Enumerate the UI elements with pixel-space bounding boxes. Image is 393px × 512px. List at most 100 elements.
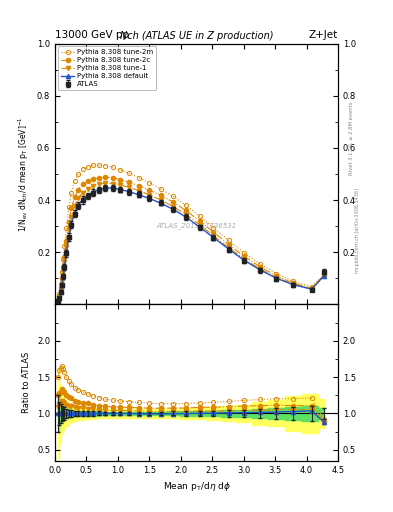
Pythia 8.308 tune-2c — [85, 178, 90, 184]
Pythia 8.308 tune-2m — [90, 162, 95, 168]
Pythia 8.308 tune-1 — [57, 294, 62, 300]
Pythia 8.308 tune-1 — [103, 180, 108, 186]
Text: ATLAS_2019_I1736531: ATLAS_2019_I1736531 — [156, 223, 237, 229]
Pythia 8.308 tune-2m — [309, 284, 314, 290]
Pythia 8.308 tune-1 — [241, 255, 246, 262]
Pythia 8.308 tune-1 — [258, 266, 263, 272]
Pythia 8.308 tune-1 — [56, 298, 61, 304]
Pythia 8.308 tune-2c — [66, 219, 71, 225]
Pythia 8.308 tune-2m — [62, 243, 67, 249]
Y-axis label: 1/N$_{\rm ev}$ dN$_{\rm ch}$/d mean p$_{\rm T}$ [GeV]$^{-1}$: 1/N$_{\rm ev}$ dN$_{\rm ch}$/d mean p$_{… — [17, 116, 31, 231]
Pythia 8.308 default — [58, 289, 63, 295]
Pythia 8.308 tune-2c — [60, 275, 64, 281]
Pythia 8.308 default — [309, 286, 314, 292]
Pythia 8.308 tune-1 — [64, 244, 69, 250]
Pythia 8.308 tune-2m — [80, 166, 85, 173]
Pythia 8.308 tune-1 — [147, 191, 152, 198]
Pythia 8.308 default — [56, 298, 61, 304]
Pythia 8.308 tune-1 — [184, 211, 188, 218]
Pythia 8.308 tune-2m — [76, 171, 81, 177]
Pythia 8.308 tune-1 — [61, 269, 66, 275]
Pythia 8.308 tune-1 — [110, 181, 115, 187]
Pythia 8.308 tune-2c — [184, 207, 188, 214]
Pythia 8.308 tune-2m — [110, 164, 115, 170]
Pythia 8.308 tune-1 — [211, 232, 216, 239]
Pythia 8.308 default — [118, 186, 123, 193]
Pythia 8.308 tune-1 — [69, 214, 74, 220]
Legend: Pythia 8.308 tune-2m, Pythia 8.308 tune-2c, Pythia 8.308 tune-1, Pythia 8.308 de: Pythia 8.308 tune-2m, Pythia 8.308 tune-… — [58, 46, 156, 90]
Pythia 8.308 tune-1 — [76, 195, 81, 201]
Pythia 8.308 tune-1 — [85, 186, 90, 192]
Pythia 8.308 default — [85, 192, 90, 198]
Pythia 8.308 tune-1 — [309, 286, 314, 292]
Pythia 8.308 tune-2c — [226, 241, 231, 247]
Pythia 8.308 default — [290, 282, 295, 288]
Pythia 8.308 default — [60, 282, 64, 288]
Pythia 8.308 tune-1 — [197, 222, 202, 228]
Pythia 8.308 tune-1 — [62, 259, 67, 265]
Line: Pythia 8.308 tune-1: Pythia 8.308 tune-1 — [56, 181, 326, 303]
Pythia 8.308 tune-2c — [97, 175, 101, 181]
Pythia 8.308 default — [103, 185, 108, 191]
Pythia 8.308 default — [211, 234, 216, 241]
Pythia 8.308 tune-1 — [158, 197, 163, 203]
Pythia 8.308 tune-1 — [72, 203, 77, 209]
Pythia 8.308 tune-2c — [76, 186, 81, 193]
Pythia 8.308 tune-2c — [56, 297, 61, 304]
Pythia 8.308 tune-2c — [171, 199, 176, 205]
Pythia 8.308 tune-2m — [136, 175, 141, 181]
Line: Pythia 8.308 default: Pythia 8.308 default — [56, 186, 326, 303]
Pythia 8.308 tune-2m — [211, 225, 216, 231]
Pythia 8.308 tune-2m — [56, 296, 61, 303]
Pythia 8.308 tune-1 — [136, 187, 141, 194]
Text: mcplots.cern.ch [arXiv:1306.3436]: mcplots.cern.ch [arXiv:1306.3436] — [355, 188, 360, 273]
Pythia 8.308 default — [184, 214, 188, 220]
Pythia 8.308 tune-1 — [127, 184, 132, 190]
Pythia 8.308 tune-2c — [197, 218, 202, 224]
Pythia 8.308 tune-2m — [127, 170, 132, 177]
Line: Pythia 8.308 tune-2c: Pythia 8.308 tune-2c — [56, 175, 326, 303]
Pythia 8.308 tune-1 — [80, 189, 85, 196]
Pythia 8.308 tune-2m — [60, 269, 64, 275]
Pythia 8.308 default — [62, 264, 67, 270]
Pythia 8.308 default — [274, 275, 279, 281]
Pythia 8.308 tune-2c — [118, 177, 123, 183]
Pythia 8.308 tune-1 — [60, 279, 64, 285]
Pythia 8.308 default — [76, 202, 81, 208]
Pythia 8.308 tune-2m — [57, 291, 62, 297]
Text: Rivet 3.1.10, ≥ 2.8M events: Rivet 3.1.10, ≥ 2.8M events — [349, 101, 354, 175]
Pythia 8.308 default — [66, 233, 71, 240]
Pythia 8.308 tune-2m — [64, 225, 69, 231]
Pythia 8.308 default — [241, 257, 246, 263]
Pythia 8.308 tune-2c — [72, 195, 77, 201]
Pythia 8.308 tune-2c — [90, 176, 95, 182]
Pythia 8.308 default — [80, 197, 85, 203]
Pythia 8.308 tune-2c — [61, 264, 66, 270]
Pythia 8.308 default — [171, 206, 176, 212]
Pythia 8.308 default — [226, 246, 231, 252]
Pythia 8.308 default — [258, 267, 263, 273]
Pythia 8.308 tune-2m — [290, 278, 295, 284]
Pythia 8.308 tune-2c — [69, 205, 74, 211]
Pythia 8.308 tune-2c — [127, 179, 132, 185]
Pythia 8.308 tune-2m — [322, 271, 327, 278]
Pythia 8.308 default — [322, 272, 327, 279]
Pythia 8.308 default — [136, 191, 141, 198]
Pythia 8.308 tune-1 — [226, 244, 231, 250]
Pythia 8.308 default — [69, 221, 74, 227]
Line: Pythia 8.308 tune-2m: Pythia 8.308 tune-2m — [56, 163, 326, 302]
Pythia 8.308 tune-1 — [66, 227, 71, 233]
Pythia 8.308 tune-2m — [197, 213, 202, 219]
Pythia 8.308 default — [72, 210, 77, 216]
Pythia 8.308 tune-2m — [226, 238, 231, 244]
Pythia 8.308 tune-2c — [136, 183, 141, 189]
Pythia 8.308 tune-2c — [62, 253, 67, 260]
Pythia 8.308 tune-1 — [90, 183, 95, 189]
Pythia 8.308 tune-2m — [184, 202, 188, 208]
Pythia 8.308 tune-2c — [58, 285, 63, 291]
Pythia 8.308 tune-2c — [80, 181, 85, 187]
Pythia 8.308 default — [97, 186, 101, 193]
Pythia 8.308 default — [197, 224, 202, 230]
Pythia 8.308 tune-1 — [171, 203, 176, 209]
Pythia 8.308 tune-2c — [158, 192, 163, 198]
